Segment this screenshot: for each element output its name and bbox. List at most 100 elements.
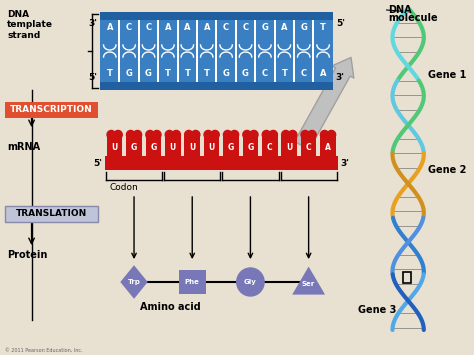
Text: Gene 1: Gene 1 (428, 70, 466, 80)
Bar (146, 136, 161, 160)
Circle shape (230, 130, 238, 139)
Bar (312, 20, 314, 82)
Bar (100, 82, 333, 90)
Circle shape (107, 130, 115, 139)
Text: TRANSCRIPTION: TRANSCRIPTION (10, 105, 93, 115)
Text: DNA: DNA (389, 5, 412, 15)
Polygon shape (120, 265, 148, 299)
Bar (282, 136, 297, 160)
Text: C: C (126, 23, 132, 33)
Circle shape (153, 130, 161, 139)
Circle shape (269, 130, 277, 139)
Circle shape (133, 130, 142, 139)
Bar (320, 136, 336, 160)
Bar (100, 12, 333, 20)
Text: Phe: Phe (185, 279, 200, 285)
Bar (157, 20, 159, 82)
Bar (301, 136, 316, 160)
Text: G: G (126, 70, 133, 78)
Circle shape (308, 130, 316, 139)
Bar (118, 20, 120, 82)
Bar (254, 20, 256, 82)
Bar (204, 136, 219, 160)
Text: C: C (306, 143, 311, 153)
Text: Gene 2: Gene 2 (428, 165, 466, 175)
Circle shape (262, 130, 271, 139)
Bar (107, 136, 122, 160)
Text: A: A (164, 23, 171, 33)
Polygon shape (292, 267, 325, 295)
Bar (5, 102, 98, 118)
Bar (5, 206, 98, 222)
Circle shape (237, 268, 264, 296)
Circle shape (185, 130, 193, 139)
Text: T: T (107, 70, 113, 78)
Text: U: U (209, 143, 215, 153)
Text: U: U (111, 143, 118, 153)
Text: G: G (223, 70, 229, 78)
Circle shape (289, 130, 297, 139)
Text: C: C (243, 23, 248, 33)
Circle shape (327, 130, 336, 139)
Text: Gene 3: Gene 3 (358, 305, 397, 315)
Text: A: A (107, 23, 113, 33)
FancyArrowPatch shape (295, 58, 354, 149)
Circle shape (204, 130, 212, 139)
Text: C: C (262, 70, 268, 78)
Text: G: G (301, 23, 307, 33)
Text: T: T (282, 70, 287, 78)
Text: Amino acid: Amino acid (140, 302, 201, 312)
Text: TRANSLATION: TRANSLATION (16, 209, 87, 218)
Circle shape (165, 130, 173, 139)
Text: 5': 5' (88, 73, 97, 82)
Text: C: C (301, 70, 307, 78)
Bar (179, 270, 206, 294)
Text: T: T (204, 70, 210, 78)
Circle shape (223, 130, 232, 139)
Text: 3': 3' (336, 73, 345, 82)
Text: C: C (146, 23, 152, 33)
Bar (196, 20, 198, 82)
Text: DNA
template
strand: DNA template strand (7, 10, 53, 40)
Text: T: T (184, 70, 190, 78)
Text: A: A (203, 23, 210, 33)
Circle shape (191, 130, 200, 139)
Circle shape (211, 130, 219, 139)
Text: C: C (267, 143, 273, 153)
Bar (216, 20, 218, 82)
Bar (262, 136, 278, 160)
Text: A: A (320, 70, 327, 78)
Circle shape (320, 130, 329, 139)
Bar (273, 20, 275, 82)
Text: G: G (247, 143, 254, 153)
Text: 3': 3' (88, 20, 97, 28)
Bar (243, 136, 258, 160)
Bar (235, 20, 237, 82)
Text: © 2011 Pearson Education, Inc.: © 2011 Pearson Education, Inc. (5, 348, 82, 353)
Text: Gly: Gly (244, 279, 257, 285)
Text: G: G (145, 70, 152, 78)
Text: Ser: Ser (302, 281, 315, 287)
Bar (138, 20, 140, 82)
Bar (105, 156, 337, 170)
Bar (293, 20, 295, 82)
Circle shape (172, 130, 181, 139)
Circle shape (146, 130, 154, 139)
Bar (165, 136, 181, 160)
Text: molecule: molecule (389, 13, 438, 23)
Bar (126, 136, 142, 160)
Bar (223, 136, 239, 160)
Text: 5': 5' (93, 158, 102, 168)
Text: A: A (325, 143, 331, 153)
Circle shape (127, 130, 135, 139)
Circle shape (282, 130, 290, 139)
Text: Protein: Protein (7, 250, 47, 260)
Text: G: G (242, 70, 249, 78)
Bar (184, 136, 200, 160)
Text: 5': 5' (336, 20, 345, 28)
Text: G: G (228, 143, 234, 153)
Bar (100, 20, 333, 82)
Circle shape (114, 130, 122, 139)
Text: G: G (131, 143, 137, 153)
Text: U: U (286, 143, 292, 153)
